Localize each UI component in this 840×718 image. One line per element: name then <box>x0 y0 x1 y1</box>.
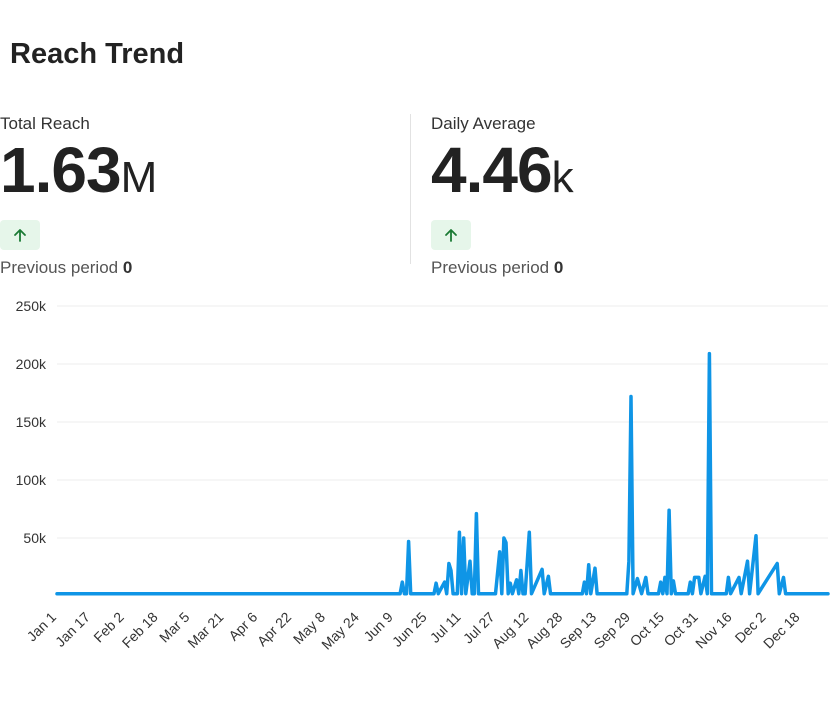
y-tick-label: 250k <box>16 298 47 314</box>
y-tick-label: 150k <box>16 414 47 430</box>
stat-label: Total Reach <box>0 114 90 133</box>
x-tick-label: Jan 17 <box>52 609 93 650</box>
x-tick-label: Aug 28 <box>523 609 566 652</box>
stat-unit: M <box>120 153 158 202</box>
previous-period-value: 0 <box>553 258 564 277</box>
x-tick-label: Sep 13 <box>557 609 600 652</box>
stat-value: 4.46k <box>431 138 811 210</box>
page-title: Reach Trend <box>10 38 185 70</box>
stat-divider <box>410 114 411 264</box>
stat-card-total-reach: Total Reach 1.63M Previous period 0 <box>0 114 380 278</box>
stat-value: 1.63M <box>0 138 380 210</box>
stat-number: 4.46 <box>431 134 553 206</box>
trend-badge <box>431 220 471 250</box>
arrow-up-icon <box>445 229 457 242</box>
stat-card-daily-average: Daily Average 4.46k Previous period 0 <box>431 114 811 278</box>
x-tick-label: Mar 21 <box>184 609 226 651</box>
previous-period-label: Previous period <box>431 258 550 277</box>
x-tick-label: Jun 25 <box>389 609 430 650</box>
previous-period: Previous period 0 <box>0 258 380 278</box>
previous-period-value: 0 <box>122 258 133 277</box>
x-tick-label: Oct 15 <box>627 609 668 650</box>
x-tick-label: Nov 16 <box>692 609 735 652</box>
stat-unit: k <box>551 153 574 202</box>
arrow-up-icon <box>14 229 26 242</box>
x-tick-label: Sep 29 <box>590 609 633 652</box>
stat-label: Daily Average <box>431 114 536 133</box>
x-tick-label: Aug 12 <box>489 609 532 652</box>
y-tick-label: 50k <box>23 530 47 546</box>
trend-badge <box>0 220 40 250</box>
x-tick-label: Jul 11 <box>427 609 464 646</box>
x-tick-label: Feb 18 <box>119 609 161 651</box>
y-tick-label: 200k <box>16 356 47 372</box>
x-tick-label: May 24 <box>318 609 362 653</box>
stat-number: 1.63 <box>0 134 122 206</box>
y-tick-label: 100k <box>16 472 47 488</box>
x-tick-label: Apr 22 <box>254 609 295 650</box>
previous-period-label: Previous period <box>0 258 119 277</box>
series-line <box>55 351 830 596</box>
x-tick-label: Dec 18 <box>760 609 803 652</box>
previous-period: Previous period 0 <box>431 258 811 278</box>
